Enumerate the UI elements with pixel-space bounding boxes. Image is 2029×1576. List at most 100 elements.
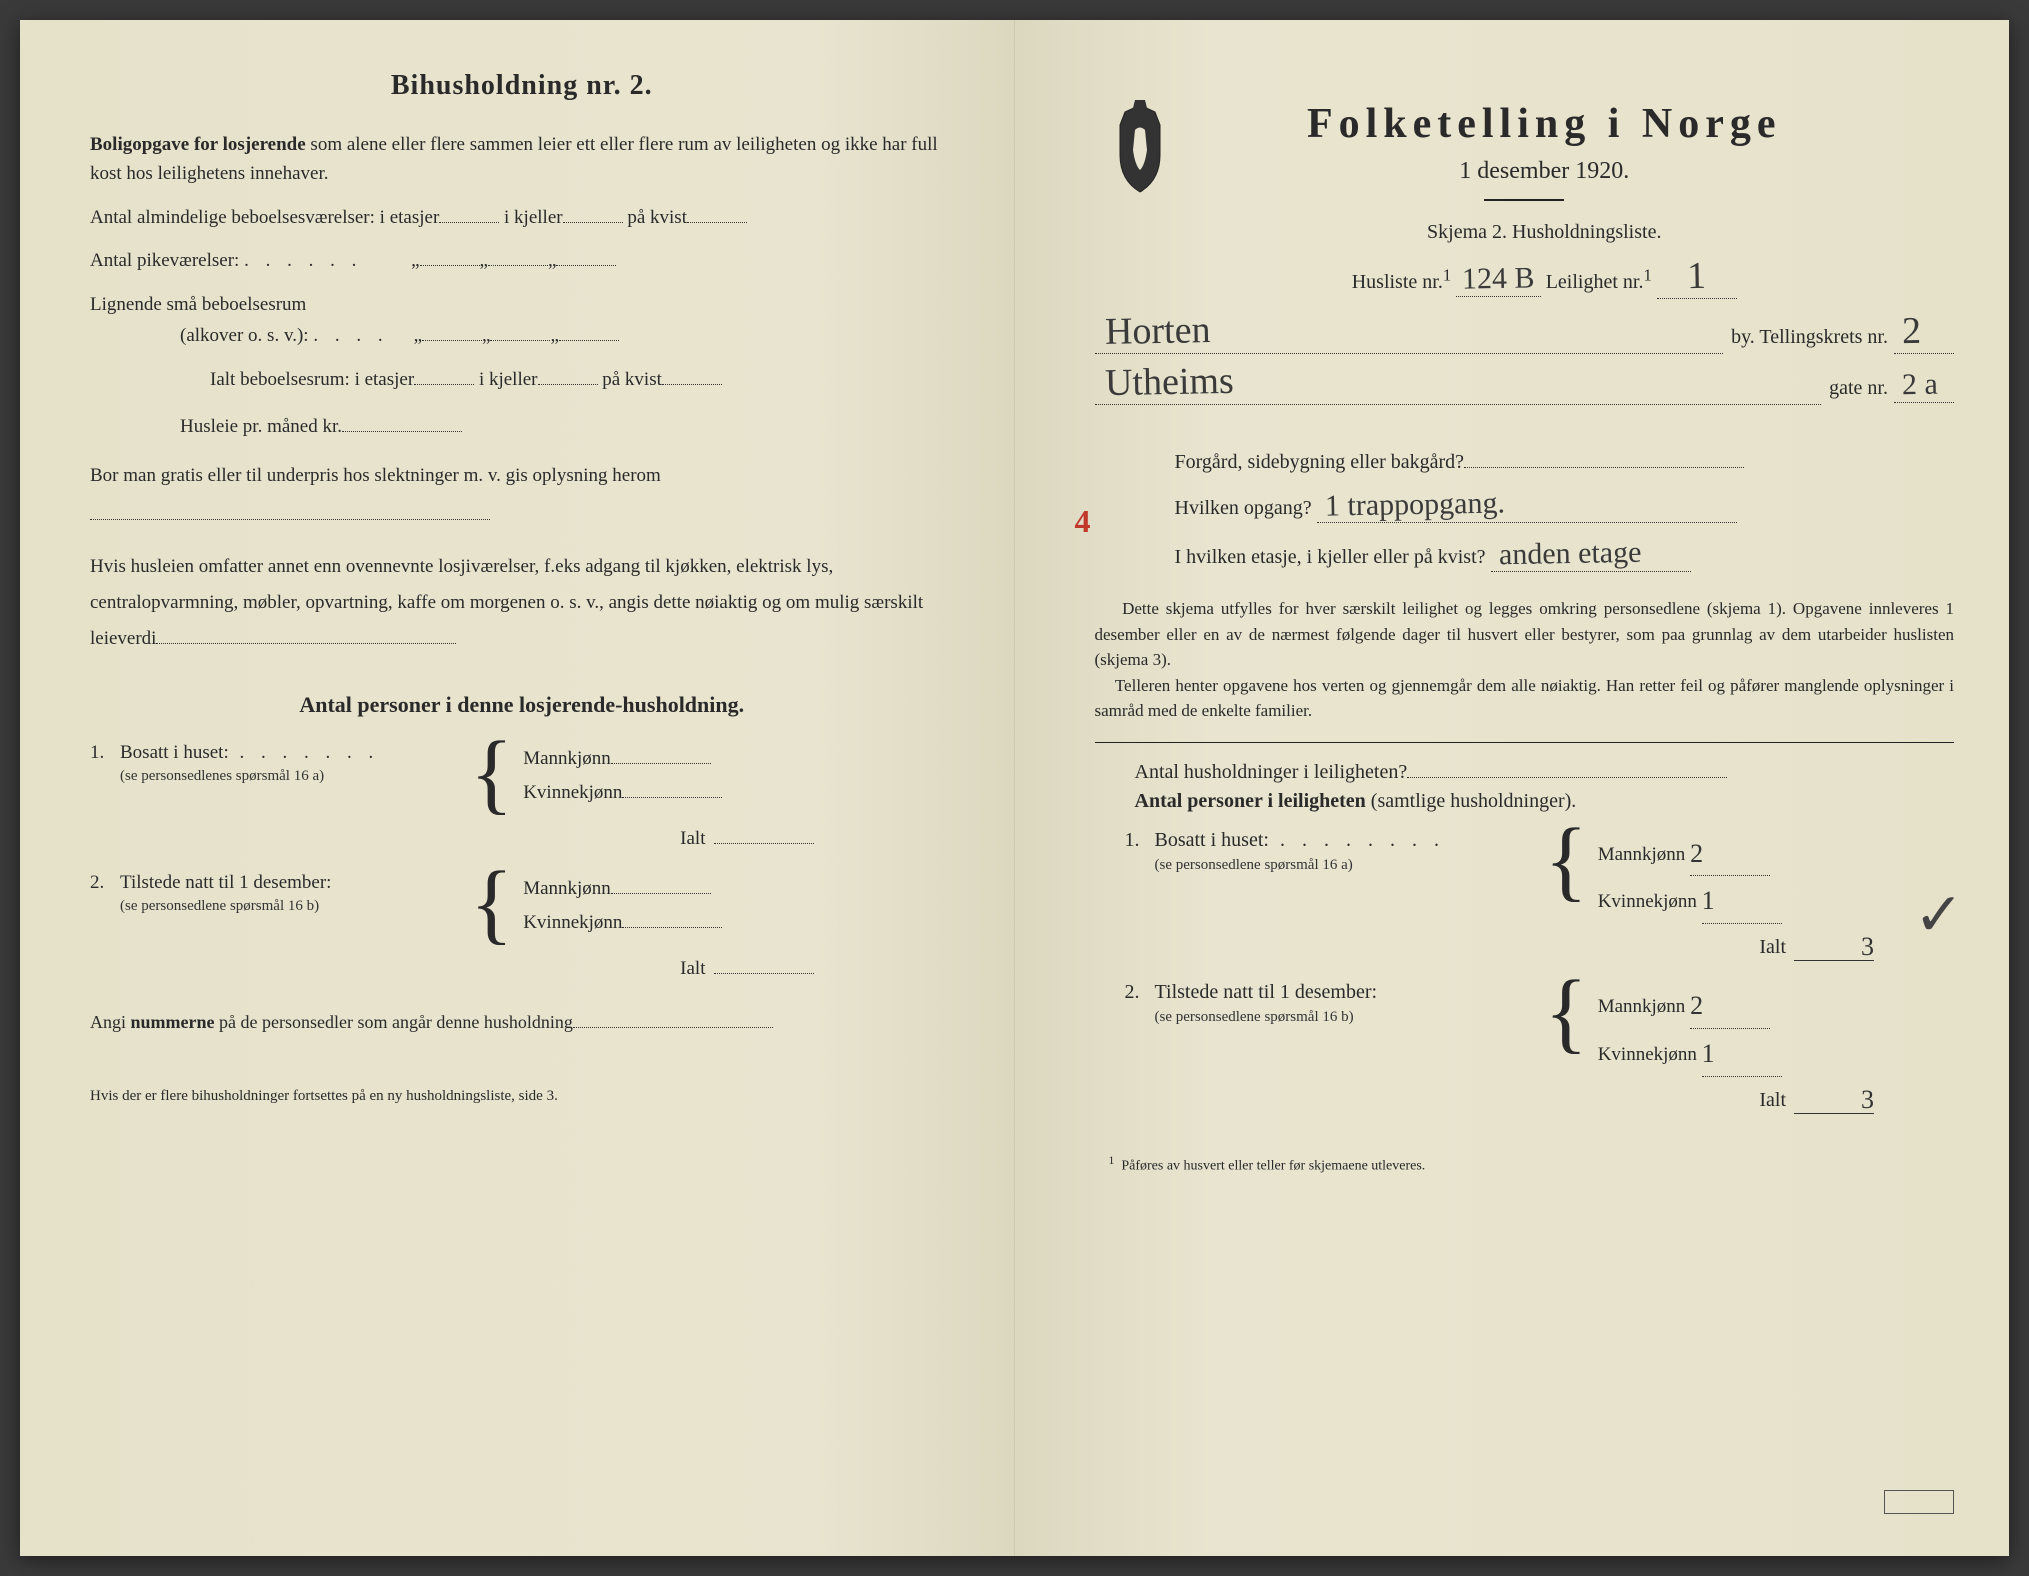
r2-label: Tilstede natt til 1 desember: [1155,981,1378,1003]
blank [622,797,722,798]
printer-stamp [1884,1490,1954,1514]
gatenr-value: 2 a [1894,368,1954,403]
r2-ialt-val: 3 [1794,1083,1874,1114]
ialt-label: Ialt [680,828,705,849]
by-line: Horten by. Tellingskrets nr. 2 [1095,309,1955,354]
krets-hw: 2 [1902,309,1922,353]
nummerne: nummerne [131,1012,215,1032]
pa-kvist-label: på kvist [627,207,687,228]
main-title: Folketelling i Norge [1135,100,1955,148]
r1-ialt-val: 3 [1794,930,1874,961]
opgang-line: Hvilken opgang? 1 trappopgang. [1175,488,1955,523]
left-section-title: Antal personer i denne losjerende-hushol… [90,692,954,718]
r1-num: 1. [1125,829,1155,852]
forgard-line: Forgård, sidebygning eller bakgård? [1175,451,1955,474]
blank [414,366,474,385]
gender-col-1: Mannkjønn Kvinnekjønn [523,742,722,810]
opgang-value: 1 trappopgang. [1317,488,1737,523]
ialt-beb-label: Ialt beboelsesrum: i etasjer [210,369,414,390]
etasje-hw: anden etage [1498,536,1641,572]
r1-mann-val: 2 [1690,829,1770,877]
husliste-line: Husliste nr.1 124 B Leilighet nr.1 1 [1135,254,1955,299]
row2-num: 2. [90,872,120,894]
lignende-line: Lignende små beboelsesrum [90,290,954,319]
title-rule [1484,199,1564,201]
skjema-line: Skjema 2. Husholdningsliste. [1135,221,1955,244]
bracket-icon: { [470,742,513,805]
leilighet-label: Leilighet nr. [1546,271,1644,293]
boligopgave-lead: Boligopgave for losjerende [90,134,306,155]
kvinne-label-r2: Kvinnekjønn [1598,1044,1697,1065]
instr1-text: Dette skjema utfylles for hver særskilt … [1095,599,1955,669]
dots: . . . . . . . . [1269,829,1445,851]
row1-sub: (se personsedlenes spørsmål 16 a) [120,768,324,784]
blank [439,204,499,223]
row1-num: 1. [90,742,120,764]
footnote: 1 Påføres av husvert eller teller før sk… [1095,1154,1955,1175]
hvis-husleien-para: Hvis husleien omfatter annet enn ovennev… [90,549,954,657]
mann-label-r2: Mannkjønn [1598,996,1686,1017]
right-page: Folketelling i Norge 1 desember 1920. Sk… [1015,20,2010,1556]
husleie-label: Husleie pr. måned kr. [180,416,342,437]
r2-label-wrap: Tilstede natt til 1 desember: (se person… [1155,981,1535,1027]
r-gender-col-2: Mannkjønn 2 Kvinnekjønn 1 [1598,981,1782,1077]
blank [420,247,480,266]
r1-label: Bosatt i huset: [1155,829,1269,851]
blank [1464,467,1744,468]
subtitle: 1 desember 1920. [1135,158,1955,185]
right-person-row-2: 2. Tilstede natt til 1 desember: (se per… [1125,981,1955,1077]
husleie-line: Husleie pr. måned kr. [180,412,954,441]
by-label: by. Tellingskrets nr. [1731,326,1888,349]
blank [538,366,598,385]
leilighet-hw: 1 [1687,254,1707,298]
antal-pers-lead: Antal personer i leiligheten [1135,790,1366,812]
red-annotation-4: 4 [1075,503,1091,540]
gender-col-2: Mannkjønn Kvinnekjønn [523,872,722,940]
right-person-row-1: 1. Bosatt i huset: . . . . . . . . (se p… [1125,829,1955,925]
ialt-beb-line: Ialt beboelsesrum: i etasjer i kjeller p… [210,365,954,394]
antal-pers-rest: (samtlige husholdninger). [1366,790,1577,812]
r2-sub: (se personsedlene spørsmål 16 b) [1155,1009,1354,1025]
dots: . . . . . . . [229,742,380,763]
gate-value: Utheims [1095,360,1822,405]
gate-label: gate nr. [1829,377,1888,400]
blank [156,625,456,644]
bracket-icon: { [1545,829,1588,892]
r1-kvinne-hw: 1 [1702,886,1715,915]
krets-value: 2 [1894,309,1954,354]
blank [714,843,814,844]
r2-num: 2. [1125,981,1155,1004]
blank [687,204,747,223]
forgard-label: Forgård, sidebygning eller bakgård? [1175,451,1465,473]
boligopgave-para: Boligopgave for losjerende som alene ell… [90,130,954,189]
ialt-label-2: Ialt [680,958,705,979]
footnote-text: Påføres av husvert eller teller før skje… [1121,1158,1425,1173]
opgang-hw: 1 trappopgang. [1324,486,1505,523]
instructions-1: Dette skjema utfylles for hver særskilt … [1095,596,1955,724]
coat-of-arms-icon [1105,100,1175,195]
ialt-label-r1: Ialt [1759,936,1786,958]
antal-alm-line: Antal almindelige beboelsesværelser: i e… [90,203,954,232]
r2-mann-hw: 2 [1690,991,1703,1020]
blank [714,973,814,974]
mann-label-2: Mannkjønn [523,878,611,899]
document-spread: Bihusholdning nr. 2. Boligopgave for los… [20,20,2009,1556]
by-value: Horten [1095,309,1724,354]
husliste-value: 124 B [1456,262,1541,297]
kvinne-label: Kvinnekjønn [523,782,622,803]
blank [622,927,722,928]
dots: . . . . . . [244,250,373,271]
kvinne-label-r1: Kvinnekjønn [1598,891,1697,912]
blank [90,501,490,520]
r-gender-col-1: Mannkjønn 2 Kvinnekjønn 1 [1598,829,1782,925]
r1-mann-hw: 2 [1690,839,1703,868]
checkmark-icon: ✓ [1914,880,1964,950]
left-person-row-2: 2. Tilstede natt til 1 desember: (se per… [90,872,954,940]
blank [611,763,711,764]
r-ialt-2: Ialt3 [1095,1083,1955,1114]
opgang-label: Hvilken opgang? [1175,497,1312,519]
antal-alm-label: Antal almindelige beboelsesværelser: i e… [90,207,439,228]
blank [559,322,619,341]
alkover-label: (alkover o. s. v.): [180,325,309,346]
etasje-line: I hvilken etasje, i kjeller eller på kvi… [1175,537,1955,572]
